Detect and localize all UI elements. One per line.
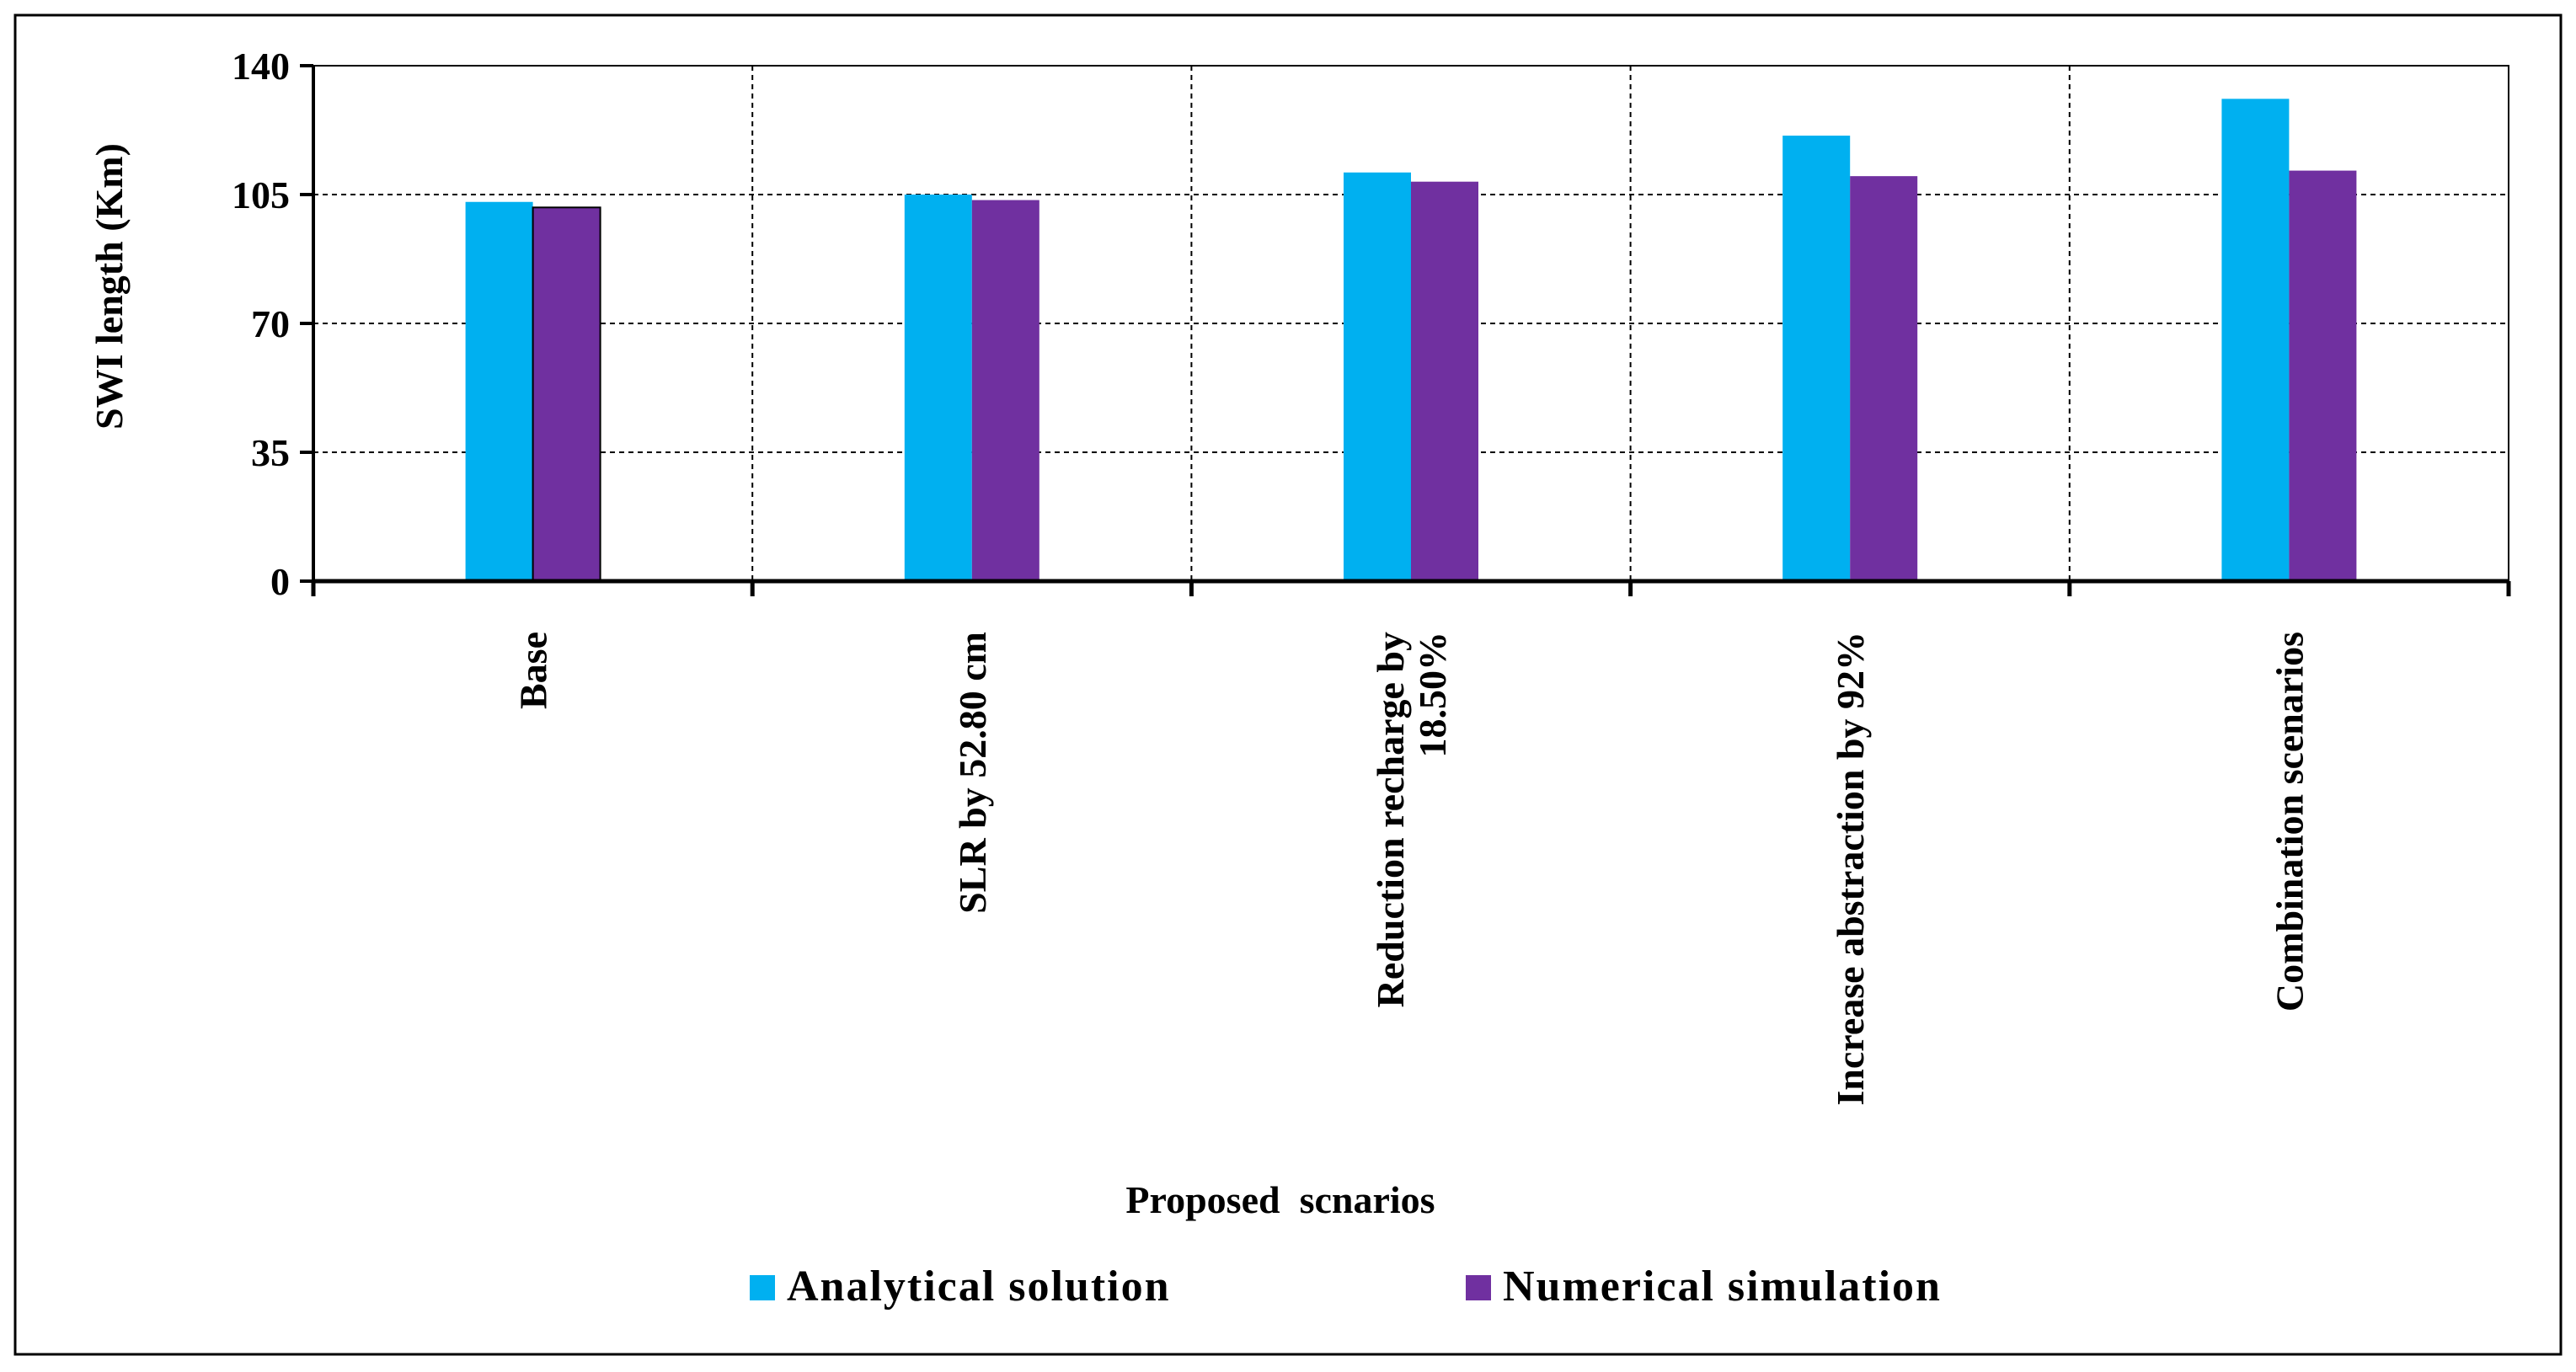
x-tick-label: SLR by 52.80 cm [951,632,994,914]
x-tick-label-line: Increase abstraction by 92% [1829,632,1872,1106]
bar-analytical-2 [1344,172,1411,581]
legend-label: Analytical solution [787,1263,1171,1311]
x-tick-label-line: SLR by 52.80 cm [951,632,994,914]
x-tick-label-line: Reduction recharge by [1369,632,1412,1007]
y-tick-label: 0 [270,560,290,603]
chart-frame [13,13,2563,1356]
x-tick-label: Reduction recharge by 18.50% [1369,632,1454,1007]
x-tick-label-line: Combination scenarios [2268,632,2311,1012]
bars-layer [465,99,2357,583]
legend: Analytical solution Numerical simulation [750,1263,1942,1311]
axes-layer [300,64,2511,596]
bar-numerical-0 [532,206,601,583]
x-tick-label-line: 18.50% [1411,632,1454,758]
bar-numerical-4 [2289,170,2357,582]
bar-numerical-2 [1411,181,1478,581]
legend-swatch [750,1275,775,1300]
bar-analytical-0 [465,201,533,581]
legend-swatch [1466,1275,1491,1300]
x-tick-label: Increase abstraction by 92% [1829,632,1872,1106]
y-axis-title: SWI length (Km) [88,143,131,430]
x-tick-label-line: Base [512,632,555,709]
bar-analytical-4 [2221,99,2290,582]
legend-label: Numerical simulation [1503,1263,1942,1311]
bar-numerical-1 [971,200,1039,582]
x-tick-label: Base [512,632,555,709]
bar-numerical-3 [1850,176,1918,581]
y-tick-label: 70 [251,302,290,345]
x-tick-label: Combination scenarios [2268,632,2311,1012]
y-tick-label: 105 [232,174,290,216]
y-tick-label: 140 [232,45,290,88]
y-tick-label: 35 [251,431,290,474]
labels-layer: 0 35 70 105 140 Base SLR by 52.80 cm Reduction … [232,45,2311,1106]
bar-analytical-3 [1782,136,1851,582]
x-axis-title: Proposed scnarios [1125,1178,1435,1221]
bar-analytical-1 [904,195,972,581]
